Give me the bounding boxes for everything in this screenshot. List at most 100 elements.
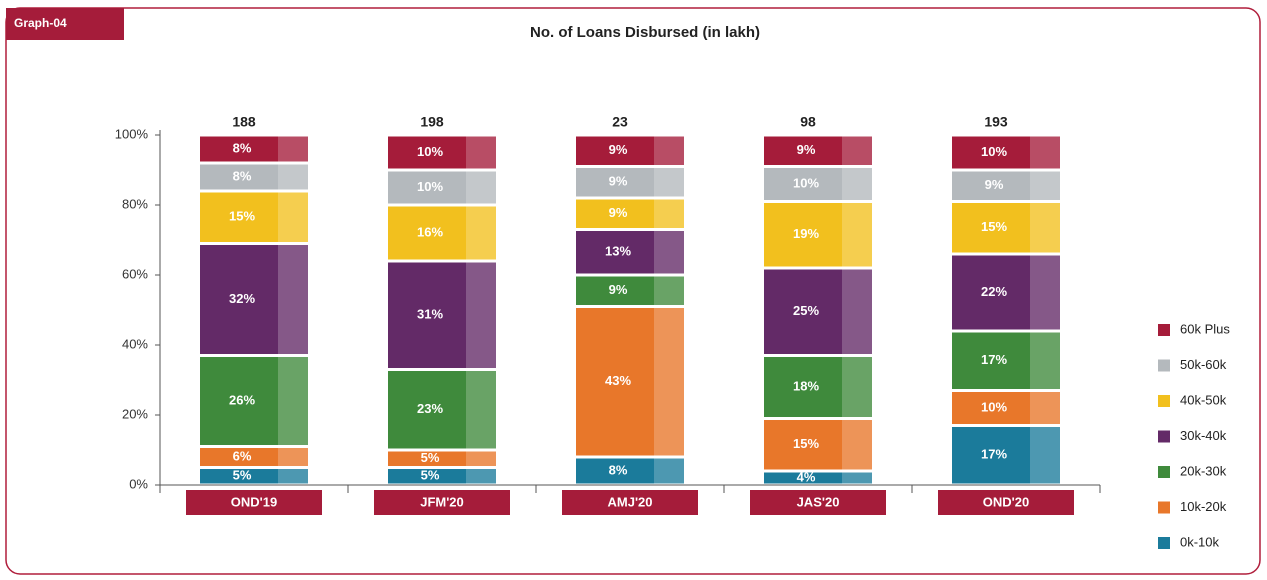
x-tick-label: AMJ'20 — [608, 494, 653, 509]
data-label: 10% — [981, 144, 1007, 159]
badge-box — [6, 8, 124, 40]
data-label: 9% — [609, 174, 628, 189]
bar-segment — [952, 203, 1060, 253]
bar-side — [278, 469, 308, 484]
bar-side — [842, 136, 872, 165]
total-label: 198 — [420, 114, 444, 130]
legend-label: 0k-10k — [1180, 534, 1220, 549]
y-tick-label: 100% — [115, 126, 149, 141]
data-label: 9% — [609, 142, 628, 157]
legend-label: 30k-40k — [1180, 428, 1227, 443]
chart-title: No. of Loans Disbursed (in lakh) — [530, 24, 760, 41]
badge: Graph-04 — [14, 16, 67, 30]
x-tick-label: OND'19 — [231, 494, 277, 509]
data-label: 6% — [233, 448, 252, 463]
bar-segment — [576, 199, 684, 228]
legend-label: 50k-60k — [1180, 357, 1227, 372]
data-label: 18% — [793, 378, 819, 393]
legend-swatch — [1158, 324, 1170, 336]
bar-segment — [576, 168, 684, 197]
legend-swatch — [1158, 359, 1170, 372]
bar-segment — [388, 262, 496, 368]
bar-segment — [200, 245, 308, 354]
bar-segment — [200, 136, 308, 162]
bar-side — [466, 171, 496, 204]
bar-side — [278, 245, 308, 354]
data-label: 5% — [421, 450, 440, 465]
legend-label: 60k Plus — [1180, 321, 1230, 336]
bar-segment — [388, 206, 496, 260]
bar-side — [1030, 332, 1060, 389]
bar-side — [654, 136, 684, 165]
bar-side — [654, 308, 684, 456]
bar-side — [466, 206, 496, 260]
bar-side — [654, 168, 684, 197]
data-label: 9% — [609, 282, 628, 297]
data-label: 31% — [417, 307, 443, 322]
bar-side — [466, 451, 496, 466]
data-label: 10% — [417, 179, 443, 194]
data-label: 15% — [793, 436, 819, 451]
x-tick-label: JAS'20 — [797, 494, 840, 509]
bar-segment — [952, 136, 1060, 169]
legend-swatch — [1158, 395, 1170, 407]
frame — [5, 7, 1261, 575]
data-label: 17% — [981, 352, 1007, 367]
bar-segment — [952, 392, 1060, 424]
data-label: 9% — [797, 142, 816, 157]
bar-segment — [200, 164, 308, 190]
data-label: 5% — [233, 468, 252, 483]
bar-side — [842, 168, 872, 200]
bar-segment — [576, 231, 684, 274]
bar-segment — [200, 448, 308, 466]
bar-side — [278, 357, 308, 445]
bar-segment — [576, 276, 684, 305]
bar-side — [278, 192, 308, 242]
category-box — [750, 490, 886, 515]
bar-segment — [764, 203, 872, 267]
bar-segment — [764, 472, 872, 484]
legend-swatch — [1158, 430, 1170, 443]
bar-segment — [764, 136, 872, 165]
y-tick-label: 60% — [122, 266, 148, 281]
bar-side — [1030, 427, 1060, 484]
data-label: 10% — [981, 399, 1007, 414]
y-tick-label: 0% — [129, 476, 148, 491]
data-label: 43% — [605, 373, 631, 388]
bar-side — [842, 472, 872, 484]
data-label: 16% — [417, 224, 443, 239]
bar-side — [1030, 136, 1060, 169]
data-label: 8% — [609, 462, 628, 477]
legend-label: 20k-30k — [1180, 463, 1227, 478]
y-tick-label: 20% — [122, 406, 148, 421]
bar-side — [842, 203, 872, 267]
bar-side — [466, 136, 496, 169]
legend-swatch — [1158, 537, 1170, 549]
x-tick-label: OND'20 — [983, 494, 1029, 509]
bar-segment — [764, 269, 872, 354]
data-label: 10% — [417, 144, 443, 159]
bar-segment — [764, 420, 872, 470]
legend-label: 40k-50k — [1180, 392, 1227, 407]
bar-segment — [388, 171, 496, 204]
data-label: 13% — [605, 244, 631, 259]
data-label: 19% — [793, 226, 819, 241]
y-tick-label: 80% — [122, 196, 148, 211]
total-label: 98 — [800, 114, 816, 130]
bar-segment — [952, 332, 1060, 389]
bar-side — [654, 199, 684, 228]
data-label: 32% — [229, 291, 255, 306]
data-label: 10% — [793, 175, 819, 190]
data-label: 9% — [609, 205, 628, 220]
bar-side — [842, 420, 872, 470]
data-label: 25% — [793, 303, 819, 318]
bar-segment — [200, 192, 308, 242]
data-label: 4% — [797, 469, 816, 484]
bar-segment — [388, 371, 496, 449]
data-label: 23% — [417, 401, 443, 416]
total-label: 193 — [984, 114, 1008, 130]
data-label: 15% — [229, 209, 255, 224]
bar-side — [654, 458, 684, 484]
data-label: 8% — [233, 168, 252, 183]
bar-segment — [952, 171, 1060, 200]
